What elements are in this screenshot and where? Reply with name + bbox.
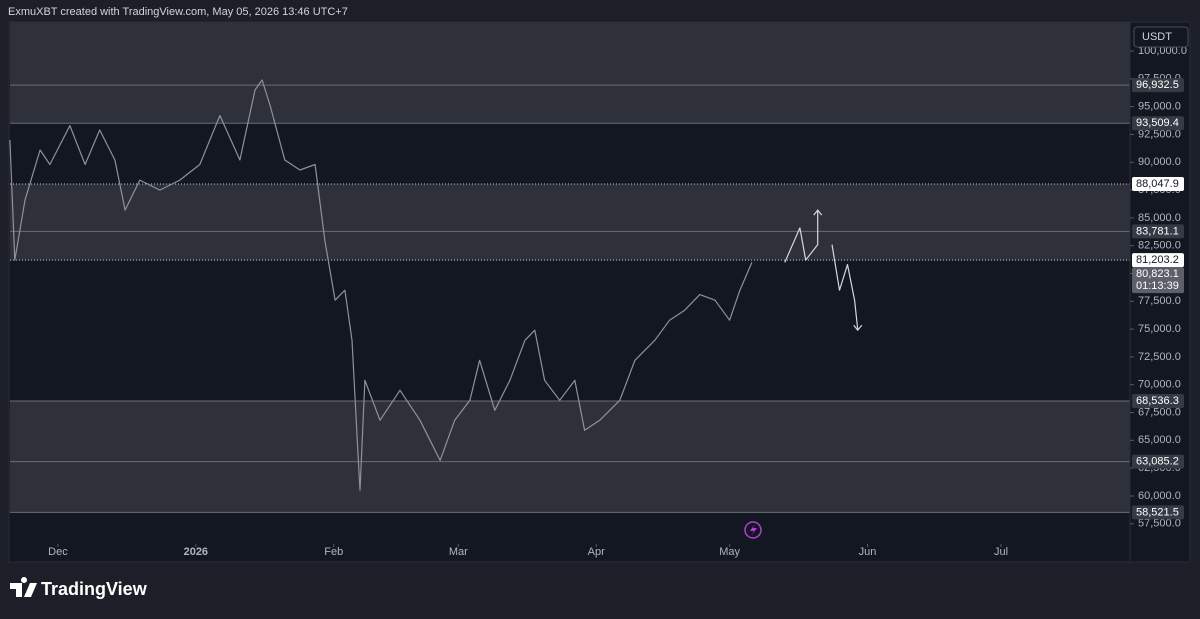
price-box	[1132, 224, 1184, 239]
price-box-label: 93,509.4	[1136, 117, 1179, 129]
price-box-label: 81,203.2	[1136, 254, 1179, 266]
price-box	[1132, 505, 1184, 520]
event-bolt	[750, 524, 757, 536]
currency-button[interactable]	[1133, 26, 1189, 48]
price-box	[1132, 176, 1184, 191]
zone	[10, 183, 1130, 261]
x-tick-label: Jun	[859, 546, 877, 558]
price-box	[1132, 267, 1184, 294]
zone	[10, 22, 1130, 124]
price-box	[1132, 253, 1184, 268]
y-tick-label: 70,000.0	[1138, 379, 1181, 391]
x-tick-label: May	[719, 546, 740, 558]
y-tick-label: 77,500.0	[1138, 295, 1181, 307]
price-box	[1132, 394, 1184, 409]
y-tick-label: 75,000.0	[1138, 323, 1181, 335]
x-tick-label: Mar	[449, 546, 468, 558]
y-tick-label: 60,000.0	[1138, 490, 1181, 502]
y-tick-label: 95,000.0	[1138, 101, 1181, 113]
y-tick-label: 57,500.0	[1138, 518, 1181, 530]
x-tick-label: Jul	[994, 546, 1008, 558]
x-tick-label: 2026	[184, 546, 208, 558]
price-box	[1132, 78, 1184, 93]
event-icon[interactable]	[744, 521, 762, 539]
price-box-label: 58,521.5	[1136, 506, 1179, 518]
zone	[10, 401, 1130, 513]
price-box-label: 88,047.9	[1136, 178, 1179, 190]
y-tick-label: 90,000.0	[1138, 156, 1181, 168]
y-tick-label: 82,500.0	[1138, 240, 1181, 252]
y-tick-label: 72,500.0	[1138, 351, 1181, 363]
price-box	[1132, 454, 1184, 469]
logo-text: TradingView	[41, 579, 148, 599]
price-box-label: 83,781.1	[1136, 225, 1179, 237]
price-box-label: 80,823.1	[1136, 268, 1179, 280]
y-tick-label: 67,500.0	[1138, 406, 1181, 418]
x-tick-label: Dec	[48, 546, 68, 558]
price-box-label: 63,085.2	[1136, 456, 1179, 468]
chart-layer: 57,500.060,000.062,500.065,000.067,500.0…	[9, 22, 1187, 562]
y-tick-label: 65,000.0	[1138, 434, 1181, 446]
arrow-head	[813, 209, 823, 216]
y-tick-label: 100,000.0	[1138, 45, 1187, 57]
price-box-label: 96,932.5	[1136, 79, 1179, 91]
y-tick-label: 92,500.0	[1138, 128, 1181, 140]
arrow-head	[853, 324, 863, 332]
price-box	[1132, 116, 1184, 131]
x-tick-label: Apr	[588, 546, 605, 558]
currency-label: USDT	[1142, 31, 1172, 43]
x-tick-label: Feb	[324, 546, 343, 558]
price-line	[9, 79, 753, 491]
logo-mark	[10, 577, 37, 597]
price-line	[784, 210, 859, 331]
y-tick-label: 85,000.0	[1138, 212, 1181, 224]
price-box-label: 68,536.3	[1136, 395, 1179, 407]
caption: ExmuXBT created with TradingView.com, Ma…	[8, 6, 348, 18]
countdown: 01:13:39	[1136, 280, 1179, 292]
